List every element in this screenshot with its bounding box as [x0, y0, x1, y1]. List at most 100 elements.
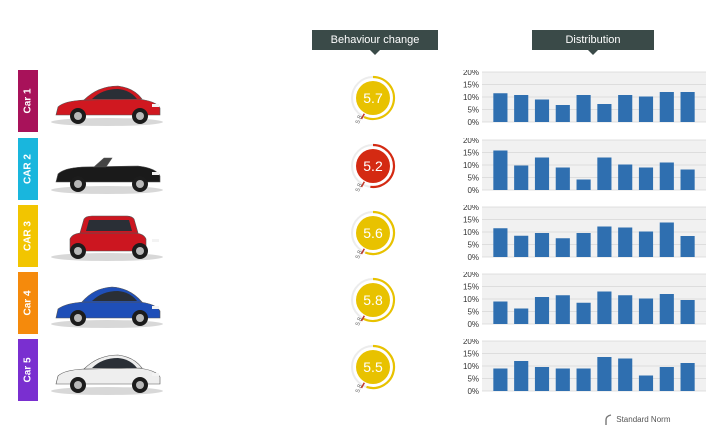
car-hubcap — [74, 381, 82, 389]
car-label-bar: Car 1 — [18, 70, 38, 132]
distribution-bar — [638, 167, 654, 190]
car-headlight — [152, 373, 159, 376]
distribution-chart: 20% 15% 10% 5% 0% — [463, 70, 706, 127]
car-cabin — [93, 157, 113, 168]
distribution-bar — [659, 367, 674, 391]
y-tick-label: 0% — [467, 320, 479, 329]
y-tick-label: 15% — [463, 81, 479, 90]
norm-marker — [360, 315, 365, 322]
gauge-arc — [370, 143, 396, 189]
gauge-norm-label: 5.8 — [355, 249, 364, 260]
gauge-disc — [356, 283, 390, 317]
distribution-bar — [514, 308, 529, 324]
car-headlight — [152, 306, 159, 309]
car-headlight — [152, 172, 159, 175]
car-row: CAR 3 5.6 5.8 20% 15% 10% 5% 0% — [0, 205, 720, 269]
y-tick-label: 20% — [463, 339, 479, 346]
car-hubcap — [74, 112, 82, 120]
distribution-bar — [555, 105, 570, 122]
y-tick-label: 5% — [467, 375, 479, 384]
y-tick-label: 10% — [463, 295, 479, 304]
car-label: Car 5 — [22, 357, 34, 383]
gauge-arc — [362, 277, 396, 323]
distribution-bar — [659, 222, 674, 257]
car-row: CAR 2 5.2 5.8 20% 15% 10% 5% 0% — [0, 138, 720, 202]
behaviour-change-header: Behaviour change — [312, 30, 438, 55]
car-headlight — [152, 239, 159, 242]
legend-label: Standard Norm — [616, 415, 671, 425]
distribution-bar — [659, 162, 674, 190]
standard-norm-icon — [605, 414, 612, 425]
distribution-bar — [597, 226, 612, 257]
y-tick-label: 20% — [463, 138, 479, 145]
car-row: Car 5 5.5 5.8 20% 15% 10% 5% 0% — [0, 339, 720, 403]
distribution-bar — [534, 157, 550, 190]
car-label: Car 4 — [22, 290, 34, 316]
car-label-bar: CAR 2 — [18, 138, 38, 200]
car-image — [51, 286, 163, 328]
distribution-bar — [618, 164, 633, 190]
y-tick-label: 5% — [467, 174, 479, 183]
car-hubcap — [74, 314, 82, 322]
distribution-bar — [576, 302, 591, 324]
distribution-bar — [493, 368, 508, 391]
gauge-score: 5.7 — [363, 90, 383, 106]
distribution-bar — [618, 227, 633, 257]
gauge-score: 5.2 — [363, 158, 383, 174]
gauge-disc — [356, 81, 390, 115]
car-label: CAR 3 — [22, 220, 34, 252]
gauge-norm-label: 5.8 — [355, 182, 364, 193]
distribution-bar — [680, 169, 695, 190]
distribution-bar — [597, 157, 612, 190]
distribution-chart: 20% 15% 10% 5% 0% — [463, 339, 706, 396]
distribution-chart: 20% 15% 10% 5% 0% — [463, 205, 706, 262]
y-tick-label: 15% — [463, 216, 479, 225]
distribution-bar — [618, 95, 633, 122]
norm-marker — [360, 181, 365, 188]
gauge-score: 5.5 — [363, 359, 383, 375]
gauge-norm-label: 5.8 — [355, 316, 364, 327]
norm-marker — [360, 248, 365, 255]
distribution-bar — [493, 228, 508, 257]
distribution-bar — [576, 368, 591, 391]
score-gauge: 5.2 5.8 — [351, 143, 396, 193]
distribution-bar — [555, 167, 570, 190]
y-tick-label: 10% — [463, 161, 479, 170]
gauge-disc — [356, 350, 390, 384]
distribution-bar — [597, 357, 612, 391]
car-hubcap — [136, 180, 144, 188]
gauge-arc — [366, 344, 396, 390]
car-image — [51, 85, 163, 126]
y-tick-label: 10% — [463, 362, 479, 371]
score-gauge: 5.6 5.8 — [351, 210, 396, 260]
car-label: Car 1 — [22, 88, 34, 114]
distribution-bar — [514, 95, 529, 122]
gauge-score: 5.8 — [363, 292, 383, 308]
y-tick-label: 20% — [463, 272, 479, 279]
distribution-bar — [597, 104, 612, 122]
distribution-bar — [534, 233, 550, 257]
distribution-bar — [576, 233, 591, 257]
distribution-bar — [680, 300, 695, 324]
car-label: CAR 2 — [22, 153, 34, 185]
y-tick-label: 5% — [467, 308, 479, 317]
car-window — [92, 358, 137, 368]
distribution-bar — [514, 235, 529, 257]
score-gauge: 5.5 5.8 — [351, 344, 396, 394]
distribution-bar — [555, 295, 570, 324]
gauge-score: 5.6 — [363, 225, 383, 241]
car-image — [51, 215, 163, 261]
distribution-bar — [514, 165, 529, 190]
distribution-bar — [576, 179, 591, 190]
car-window — [92, 291, 137, 301]
gauge-disc — [356, 149, 390, 183]
car-window — [92, 89, 137, 99]
score-gauge: 5.8 5.8 — [351, 277, 396, 327]
y-tick-label: 20% — [463, 205, 479, 212]
distribution-bar — [597, 291, 612, 324]
y-tick-label: 15% — [463, 350, 479, 359]
distribution-bar — [576, 95, 591, 122]
distribution-bar — [534, 367, 550, 391]
distribution-bar — [638, 231, 654, 257]
y-tick-label: 5% — [467, 106, 479, 115]
